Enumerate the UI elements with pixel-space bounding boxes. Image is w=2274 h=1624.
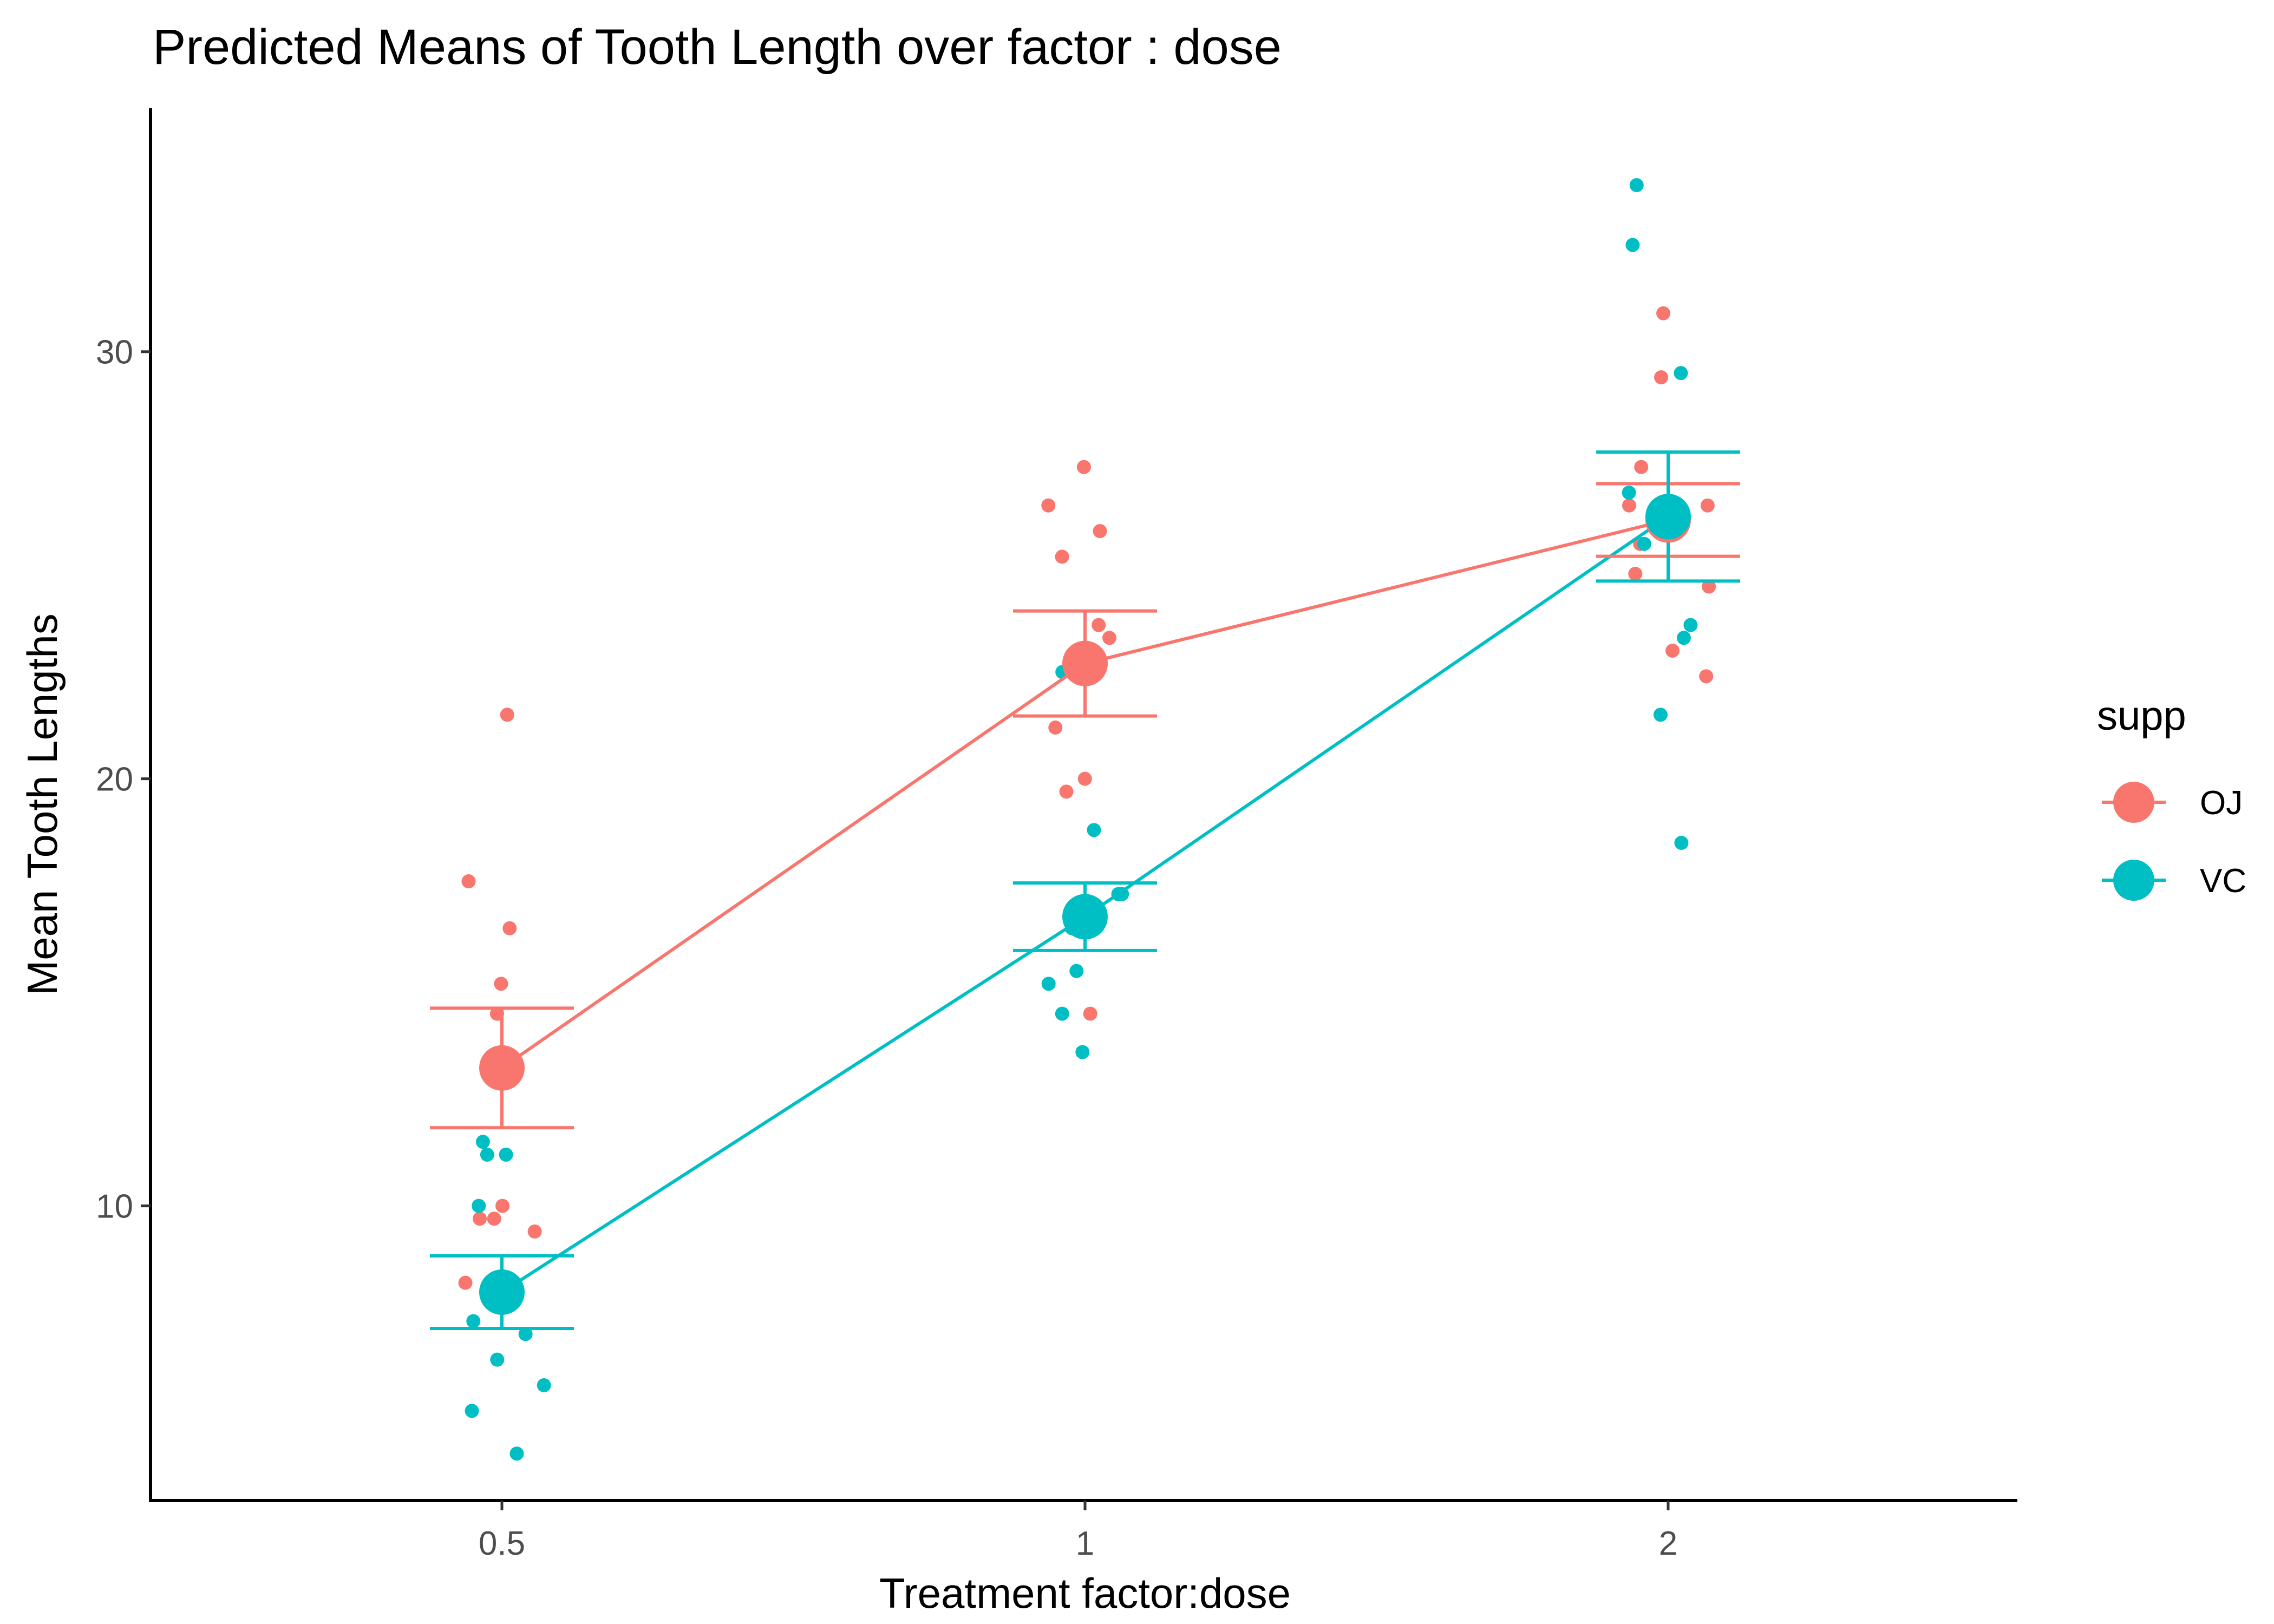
observation-point-oj xyxy=(495,1199,510,1213)
observation-point-oj xyxy=(1041,498,1056,513)
observation-point-vc xyxy=(1676,631,1691,645)
observation-point-vc xyxy=(1041,977,1056,991)
observation-point-oj xyxy=(1702,579,1716,594)
observation-point-oj xyxy=(1048,720,1063,735)
observation-point-oj xyxy=(1077,771,1092,786)
observation-point-vc xyxy=(480,1147,494,1162)
observation-point-oj xyxy=(527,1224,542,1239)
y-tick-label: 30 xyxy=(96,334,133,371)
observation-point-vc xyxy=(1674,366,1688,381)
chart-title: Predicted Means of Tooth Length over fac… xyxy=(153,19,1282,75)
y-axis-title: Mean Tooth Lengths xyxy=(18,613,66,995)
y-tick-label: 10 xyxy=(96,1188,133,1226)
mean-point-vc xyxy=(1062,894,1108,940)
observation-points xyxy=(458,178,1716,1461)
x-tick-label: 1 xyxy=(1076,1525,1094,1562)
legend-key-point xyxy=(2113,782,2154,823)
observation-point-vc xyxy=(1087,823,1101,837)
observation-point-oj xyxy=(1628,566,1643,581)
legend-item-oj: OJ xyxy=(2102,782,2243,823)
observation-point-vc xyxy=(466,1314,481,1328)
observation-point-oj xyxy=(1059,784,1074,799)
observation-point-oj xyxy=(487,1212,501,1226)
legend-label: VC xyxy=(2200,862,2246,900)
observation-point-oj xyxy=(500,708,514,722)
legend-label: OJ xyxy=(2200,784,2243,822)
observation-point-oj xyxy=(458,1275,473,1290)
mean-point-oj xyxy=(1062,640,1108,686)
observation-point-vc xyxy=(509,1446,524,1461)
observation-point-oj xyxy=(1654,370,1669,385)
observation-point-oj xyxy=(1102,631,1117,645)
mean-point-vc xyxy=(479,1269,525,1315)
observation-point-vc xyxy=(1055,1006,1069,1021)
observation-point-vc xyxy=(1622,486,1636,500)
mean-point-oj xyxy=(479,1045,525,1091)
observation-point-oj xyxy=(1700,498,1715,513)
legend-title: supp xyxy=(2097,693,2186,739)
observation-point-vc xyxy=(465,1404,479,1418)
observation-point-vc xyxy=(1629,178,1644,193)
legend-item-vc: VC xyxy=(2102,860,2246,901)
observation-point-vc xyxy=(490,1352,505,1367)
x-tick-label: 0.5 xyxy=(479,1525,525,1562)
observation-point-oj xyxy=(1622,498,1637,513)
observation-point-vc xyxy=(1075,1045,1090,1059)
observation-point-oj xyxy=(1076,460,1091,474)
legend-key-point xyxy=(2113,860,2154,901)
x-axis-ticks: 0.5 1 2 xyxy=(479,1501,1677,1562)
x-axis-title: Treatment factor:dose xyxy=(879,1569,1291,1617)
observation-point-oj xyxy=(502,921,517,935)
observation-point-vc xyxy=(1069,964,1084,978)
observation-point-oj xyxy=(1083,1006,1097,1021)
observation-point-vc xyxy=(1625,238,1640,252)
y-axis-ticks: 10 20 30 xyxy=(96,334,151,1226)
y-tick-label: 20 xyxy=(96,761,133,798)
observation-point-vc xyxy=(1674,836,1689,850)
plot-panel: 10 20 30 0.5 1 2 xyxy=(96,108,2017,1562)
observation-point-oj xyxy=(1634,460,1649,474)
observation-point-vc xyxy=(1683,618,1698,632)
observation-point-oj xyxy=(494,977,508,991)
observation-point-vc xyxy=(1637,536,1651,551)
observation-point-vc xyxy=(472,1199,486,1213)
observation-point-vc xyxy=(475,1135,490,1149)
x-tick-label: 2 xyxy=(1659,1525,1677,1562)
observation-point-oj xyxy=(1665,643,1680,658)
mean-point-vc xyxy=(1645,494,1691,540)
observation-point-oj xyxy=(1055,549,1069,564)
observation-point-oj xyxy=(1656,306,1671,320)
mean-points xyxy=(479,494,1691,1315)
legend: supp OJ VC xyxy=(2097,693,2246,901)
observation-point-oj xyxy=(473,1212,487,1226)
legend-items: OJ VC xyxy=(2102,782,2246,901)
observation-point-vc xyxy=(1653,708,1668,722)
observation-point-vc xyxy=(537,1378,551,1392)
observation-point-oj xyxy=(1699,669,1714,684)
observation-point-oj xyxy=(1093,524,1107,539)
observation-point-oj xyxy=(1092,618,1106,632)
observation-point-oj xyxy=(461,874,476,889)
observation-point-vc xyxy=(518,1327,533,1341)
observation-point-vc xyxy=(499,1147,513,1162)
